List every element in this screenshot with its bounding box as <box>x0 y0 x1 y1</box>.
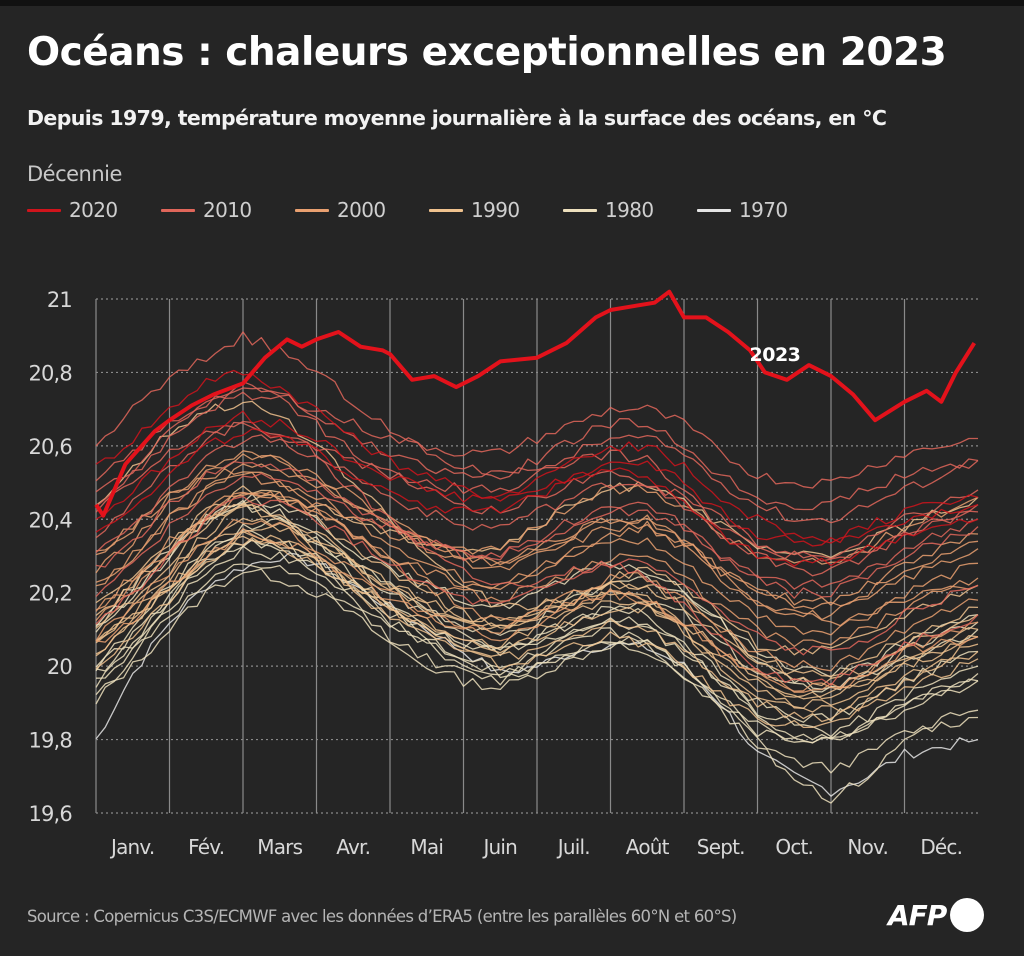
x-axis-ticks: Janv. Fév. Mars Avr. Mai Juin Juil. Août Sept. Oc… <box>109 835 963 859</box>
y-tick-label: 20,4 <box>28 508 72 532</box>
legend-label: 1970 <box>739 198 788 222</box>
legend-label: 2020 <box>69 198 118 222</box>
y-tick-label: 19,8 <box>28 729 72 753</box>
legend-item-1990: 1990 <box>429 198 563 222</box>
x-tick-label: Mai <box>410 835 443 859</box>
year-line-2003 <box>95 450 979 621</box>
legend-swatch-1980 <box>563 208 597 212</box>
afp-logo-text: AFP <box>888 898 947 932</box>
legend-item-1980: 1980 <box>563 198 697 222</box>
y-axis-ticks: 19,6 19,8 20 20,2 20,4 20,6 20,8 21 <box>28 288 73 826</box>
year-line-2014 <box>95 434 979 553</box>
year-line-2005 <box>95 453 979 627</box>
year-line-1995 <box>95 485 979 700</box>
y-tick-label: 20,8 <box>28 361 72 385</box>
line-chart: 19,6 19,8 20 20,2 20,4 20,6 20,8 21 Janv. Fév. Ma… <box>28 288 979 859</box>
legend-item-1970: 1970 <box>697 198 831 222</box>
afp-logo: AFP <box>888 898 985 932</box>
year-line-1979 <box>95 552 979 797</box>
legend-label: 1980 <box>605 198 654 222</box>
chart-subtitle: Depuis 1979, température moyenne journal… <box>27 106 887 130</box>
x-tick-label: Nov. <box>847 835 888 859</box>
year-line-1988 <box>95 499 979 744</box>
legend-swatch-2010 <box>161 208 195 212</box>
year-lines <box>95 331 979 804</box>
year-line-2002 <box>95 463 979 610</box>
legend-title: Décennie <box>27 162 122 186</box>
legend-item-2000: 2000 <box>295 198 429 222</box>
year-line-1993 <box>95 537 979 709</box>
chart-title: Océans : chaleurs exceptionnelles en 202… <box>27 30 947 75</box>
year-line-1997 <box>95 481 979 644</box>
year-line-2019 <box>95 387 979 511</box>
year-line-2018 <box>95 421 979 560</box>
x-tick-label: Sept. <box>697 835 745 859</box>
legend: 2020 2010 2000 1990 1980 1970 <box>27 198 831 222</box>
x-tick-label: Janv. <box>109 835 154 859</box>
year-line-1999 <box>95 534 979 723</box>
year-line-2009 <box>95 484 979 622</box>
x-tick-label: Oct. <box>775 835 813 859</box>
y-tick-label: 20,6 <box>28 435 72 459</box>
year-line-2017 <box>95 391 979 577</box>
legend-item-2010: 2010 <box>161 198 295 222</box>
year-line-1989 <box>95 545 979 723</box>
y-tick-label: 20 <box>47 655 72 679</box>
year-line-2004 <box>95 471 979 636</box>
year-line-2022 <box>95 410 979 544</box>
x-tick-label: Juin <box>481 835 517 859</box>
year-line-2021 <box>95 428 979 547</box>
x-tick-label: Juil. <box>556 835 590 859</box>
annotations: 2023 <box>750 344 801 366</box>
year-line-2013 <box>95 460 979 590</box>
x-tick-label: Fév. <box>188 835 224 859</box>
year-line-1992 <box>95 504 979 729</box>
source-note: Source : Copernicus C3S/ECMWF avec les d… <box>27 907 737 926</box>
year-line-2000 <box>95 518 979 693</box>
year-line-2006 <box>95 491 979 612</box>
y-tick-label: 19,6 <box>28 802 72 826</box>
year-line-1985 <box>95 568 979 774</box>
highlight-line-2023 <box>94 289 976 518</box>
top-strip <box>0 0 1024 6</box>
year-line-2020 <box>95 369 979 567</box>
year-line-2012 <box>95 472 979 599</box>
x-tick-label: Déc. <box>920 835 962 859</box>
legend-label: 2000 <box>337 198 386 222</box>
y-tick-label: 21 <box>47 288 72 312</box>
year-line-2008 <box>95 527 979 672</box>
year-line-1996 <box>95 530 979 700</box>
year-line-1987 <box>95 493 979 678</box>
legend-item-2020: 2020 <box>27 198 161 222</box>
year-line-1998 <box>95 400 979 713</box>
afp-logo-dot-icon <box>950 898 985 932</box>
legend-swatch-2020 <box>27 208 61 212</box>
annotation-2023: 2023 <box>750 344 801 366</box>
year-line-2010 <box>95 420 979 686</box>
year-line-2023 <box>94 289 976 518</box>
legend-swatch-1970 <box>697 208 731 212</box>
year-line-1991 <box>95 504 979 677</box>
x-tick-label: Mars <box>257 835 302 859</box>
x-tick-label: Avr. <box>336 835 370 859</box>
legend-swatch-1990 <box>429 208 463 212</box>
x-tick-label: Août <box>626 835 670 859</box>
year-line-2011 <box>95 495 979 656</box>
legend-label: 2010 <box>203 198 252 222</box>
legend-label: 1990 <box>471 198 520 222</box>
legend-swatch-2000 <box>295 208 329 212</box>
year-line-1990 <box>95 517 979 687</box>
y-tick-label: 20,2 <box>28 582 72 606</box>
year-line-2007 <box>95 468 979 692</box>
